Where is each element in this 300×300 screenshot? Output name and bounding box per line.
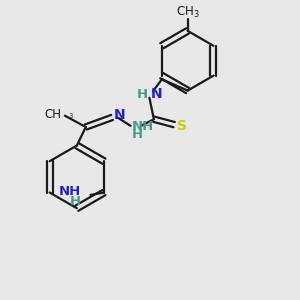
Text: H: H (70, 195, 81, 208)
Text: H: H (136, 88, 148, 101)
Text: S: S (177, 119, 187, 133)
Text: N: N (151, 87, 163, 101)
Text: H: H (132, 128, 143, 141)
Text: CH: CH (44, 108, 61, 121)
Text: $_3$: $_3$ (68, 111, 74, 121)
Text: NH: NH (59, 185, 81, 198)
Text: NH: NH (132, 120, 154, 133)
Text: N: N (114, 108, 125, 122)
Text: CH$_3$: CH$_3$ (176, 5, 200, 20)
